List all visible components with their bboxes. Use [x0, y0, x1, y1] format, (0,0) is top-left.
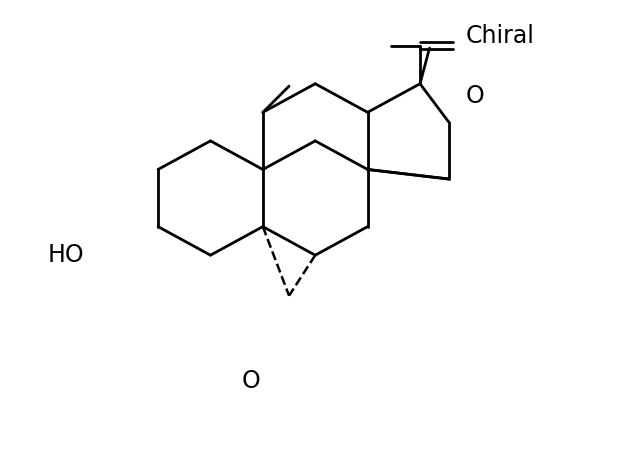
- Text: Chiral: Chiral: [465, 24, 534, 48]
- Text: O: O: [465, 84, 484, 108]
- Text: O: O: [241, 370, 260, 393]
- Text: HO: HO: [47, 243, 84, 267]
